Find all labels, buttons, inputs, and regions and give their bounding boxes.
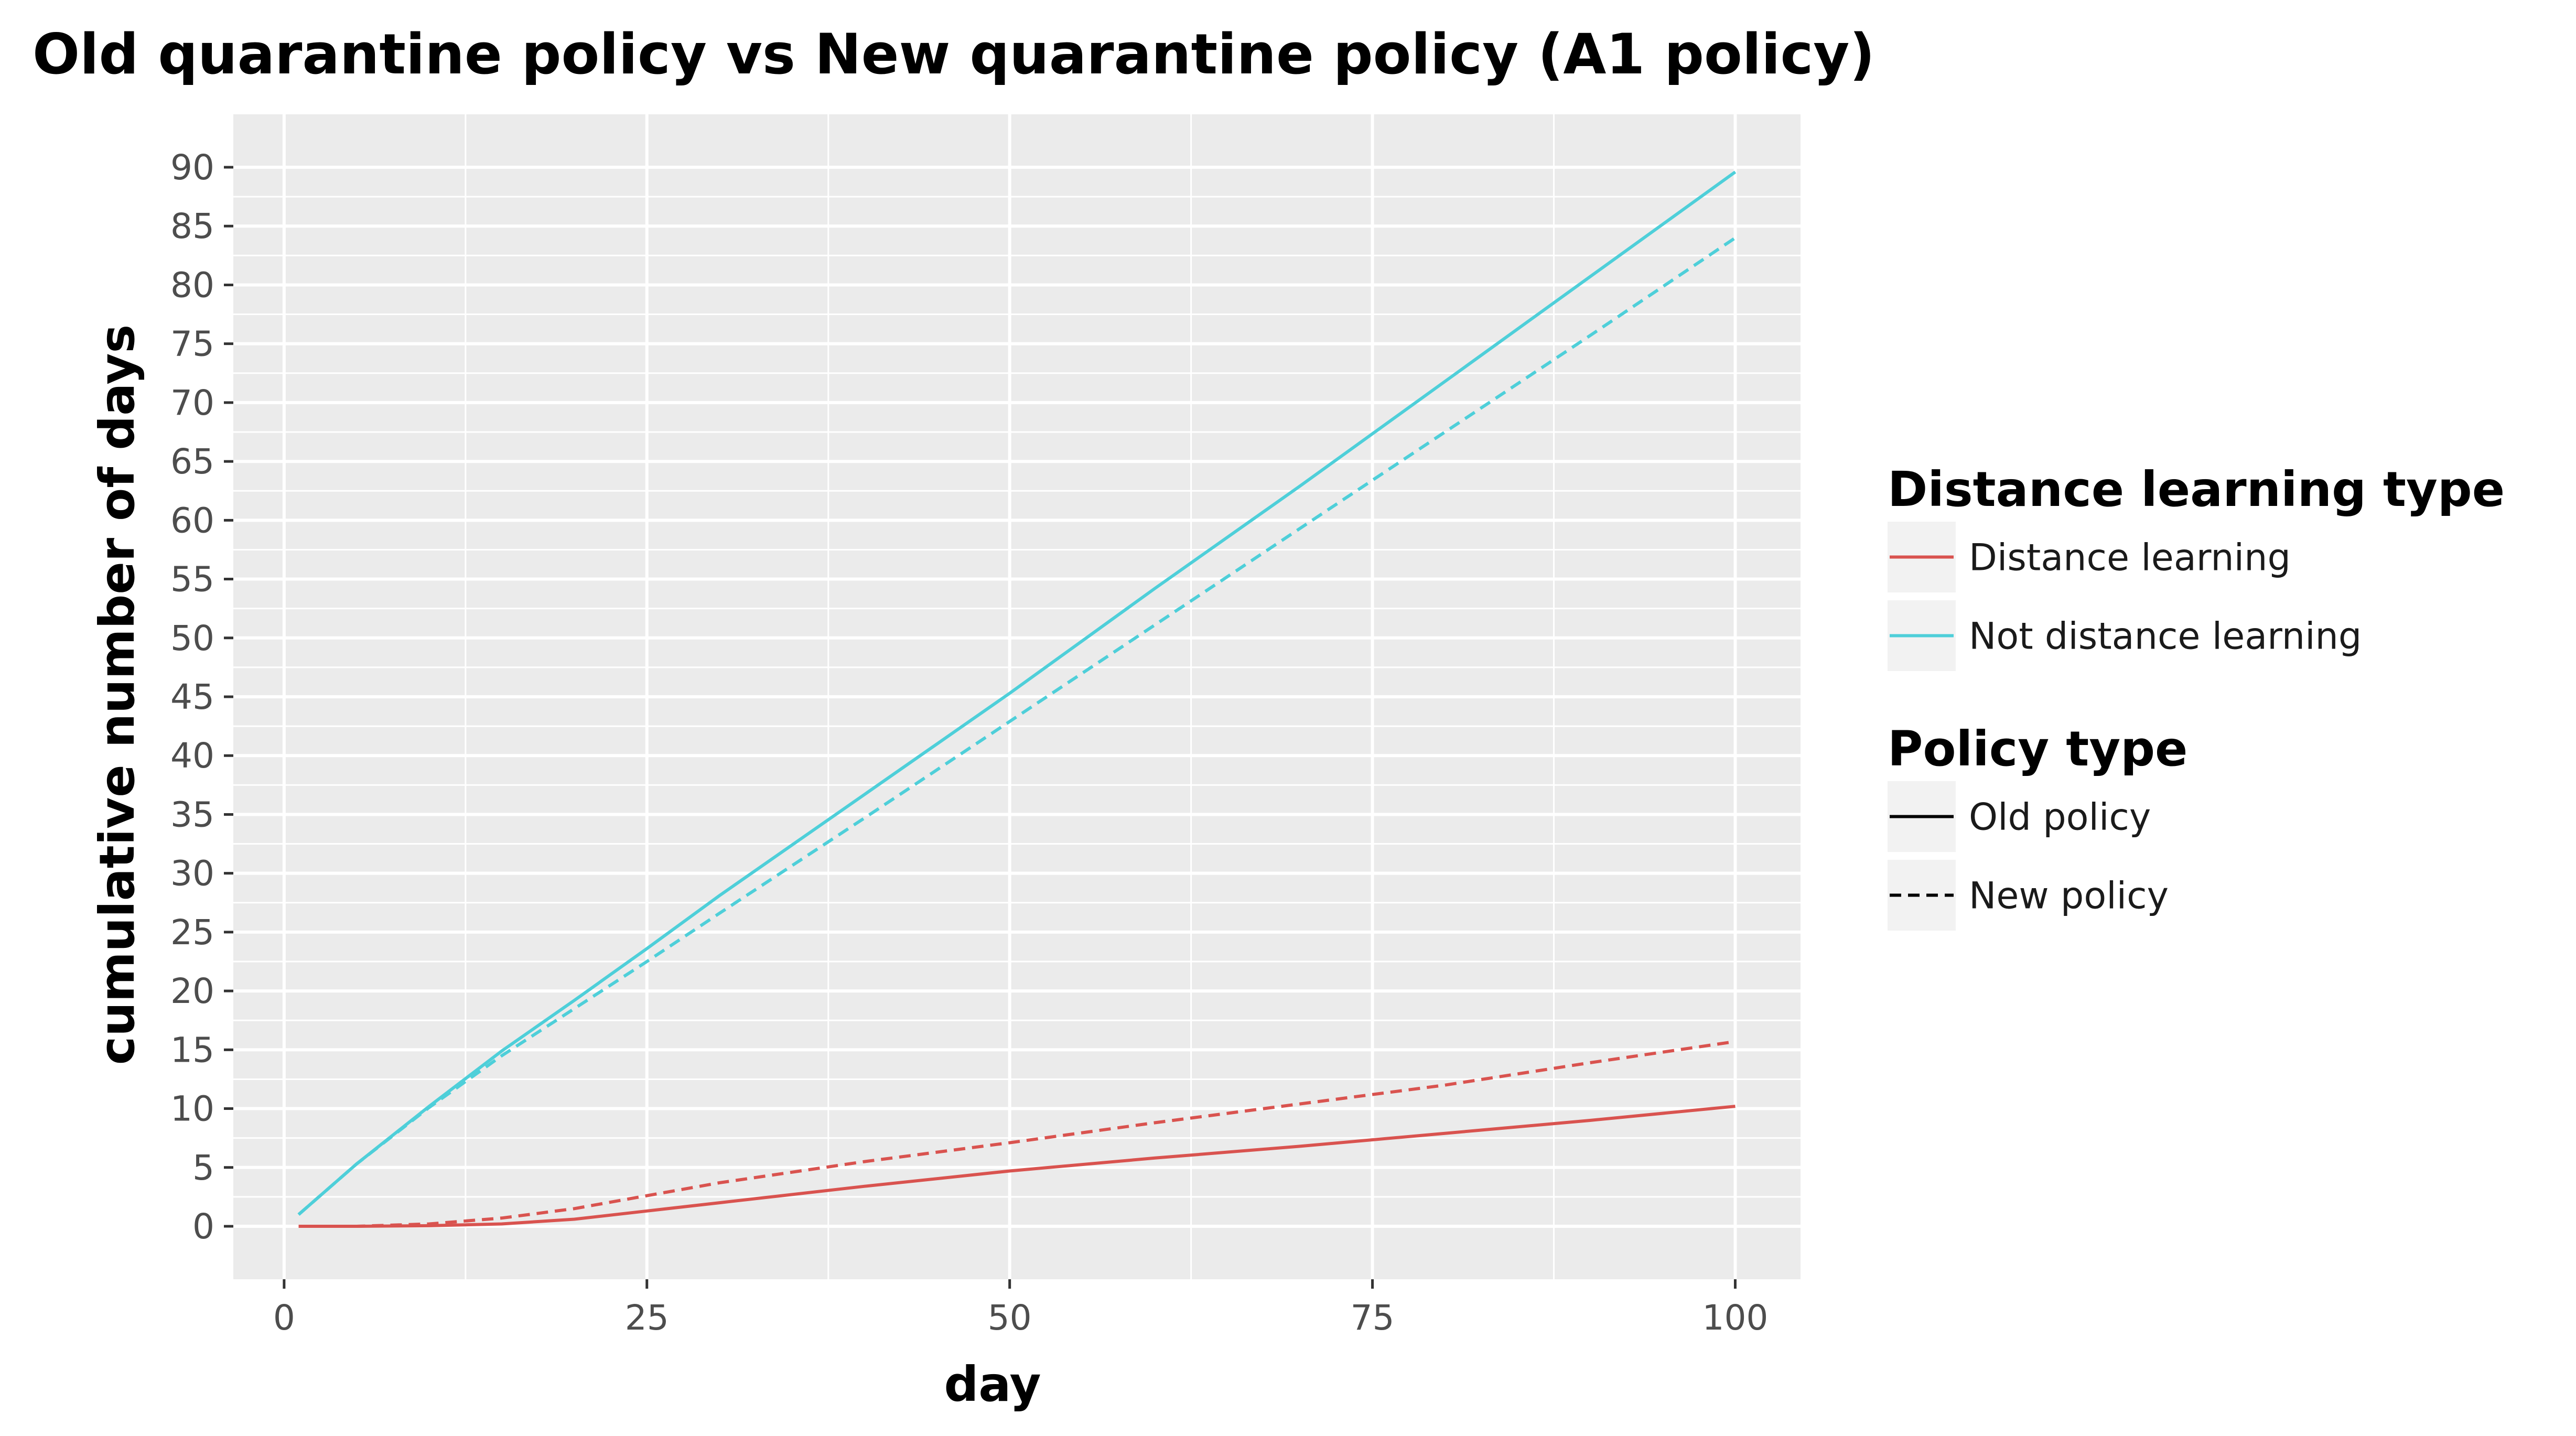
y-tick-label: 0 bbox=[192, 1206, 214, 1247]
x-tick-label: 0 bbox=[273, 1298, 295, 1338]
y-tick-label: 70 bbox=[170, 383, 214, 423]
series-lines bbox=[297, 170, 1737, 1228]
y-tick-label: 15 bbox=[170, 1030, 214, 1070]
y-tick-label: 20 bbox=[170, 971, 214, 1011]
legend-title-policy: Policy type bbox=[1888, 721, 2187, 777]
legend-title-distance: Distance learning type bbox=[1888, 461, 2505, 517]
y-tick-label: 50 bbox=[170, 618, 214, 658]
legend-label: New policy bbox=[1969, 874, 2169, 917]
y-tick-label: 80 bbox=[170, 265, 214, 305]
legend-label: Old policy bbox=[1969, 796, 2151, 839]
legend-label: Not distance learning bbox=[1969, 615, 2362, 658]
y-tick-label: 35 bbox=[170, 794, 214, 835]
y-tick-label: 75 bbox=[170, 324, 214, 364]
legend: Distance learning type Distance learning N… bbox=[1888, 461, 2505, 931]
y-tick-label: 85 bbox=[170, 206, 214, 246]
y-axis-title: cumulative number of days bbox=[89, 325, 145, 1065]
series-line-distance-learning-new-policy bbox=[298, 1040, 1736, 1228]
y-tick-label: 25 bbox=[170, 912, 214, 953]
x-tick-label: 75 bbox=[1351, 1298, 1395, 1338]
y-tick-label: 10 bbox=[170, 1089, 214, 1129]
x-tick-label: 50 bbox=[988, 1298, 1032, 1338]
y-tick-label: 45 bbox=[170, 677, 214, 717]
x-axis-title: day bbox=[944, 1356, 1041, 1412]
series-line-distance-learning-old-policy bbox=[298, 1105, 1736, 1228]
x-tick-label: 25 bbox=[625, 1298, 669, 1338]
y-tick-label: 55 bbox=[170, 559, 214, 600]
y-tick-label: 90 bbox=[170, 147, 214, 188]
axes: 0 25 50 75 100 0 5 10 15 20 25 30 35 40 45 50 55 60 65 70 75… bbox=[170, 147, 1768, 1338]
y-tick-label: 65 bbox=[170, 441, 214, 482]
chart-title: Old quarantine policy vs New quarantine … bbox=[33, 22, 1875, 87]
y-tick-label: 60 bbox=[170, 500, 214, 541]
legend-label: Distance learning bbox=[1969, 536, 2291, 579]
y-tick-label: 40 bbox=[170, 736, 214, 776]
series-line-not-distance-learning-new-policy bbox=[297, 236, 1737, 1216]
x-tick-label: 100 bbox=[1702, 1298, 1768, 1338]
y-tick-label: 30 bbox=[170, 854, 214, 894]
y-tick-label: 5 bbox=[192, 1148, 214, 1188]
